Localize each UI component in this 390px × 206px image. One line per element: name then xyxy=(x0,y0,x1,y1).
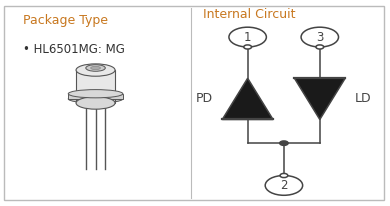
Ellipse shape xyxy=(68,90,123,98)
Text: PD: PD xyxy=(195,92,213,105)
Bar xyxy=(76,70,115,103)
Polygon shape xyxy=(294,78,345,119)
Circle shape xyxy=(265,176,303,195)
Bar xyxy=(68,94,123,99)
Circle shape xyxy=(316,45,324,49)
Ellipse shape xyxy=(76,97,115,109)
Ellipse shape xyxy=(90,66,101,70)
Polygon shape xyxy=(222,78,273,119)
Circle shape xyxy=(244,45,252,49)
Circle shape xyxy=(301,27,339,47)
Text: 1: 1 xyxy=(244,30,252,44)
Circle shape xyxy=(229,27,266,47)
Text: 2: 2 xyxy=(280,179,288,192)
Text: Internal Circuit: Internal Circuit xyxy=(203,8,295,21)
FancyBboxPatch shape xyxy=(4,6,384,200)
Circle shape xyxy=(280,141,288,145)
Ellipse shape xyxy=(68,95,123,103)
Ellipse shape xyxy=(76,64,115,76)
Text: Package Type: Package Type xyxy=(23,14,108,27)
Text: • HL6501MG: MG: • HL6501MG: MG xyxy=(23,43,125,56)
Circle shape xyxy=(280,173,288,178)
Text: LD: LD xyxy=(355,92,372,105)
Text: 3: 3 xyxy=(316,30,323,44)
Ellipse shape xyxy=(86,65,105,71)
